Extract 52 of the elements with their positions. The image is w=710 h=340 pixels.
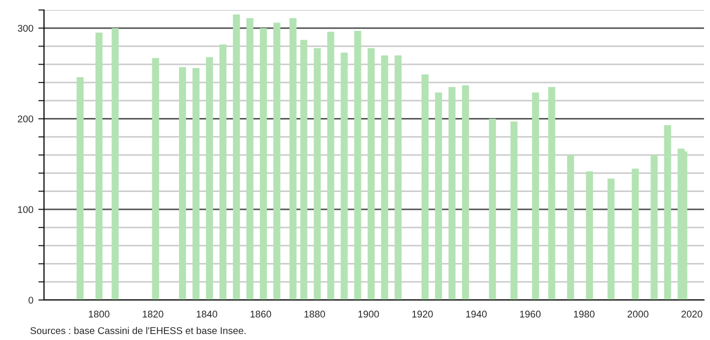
bar [260, 28, 267, 300]
bar [394, 55, 402, 300]
bar [422, 74, 429, 300]
x-tick-label: 1940 [466, 310, 487, 318]
bar [435, 92, 442, 300]
bar [273, 22, 280, 300]
y-tick-label: 100 [18, 206, 34, 213]
bar [632, 168, 639, 300]
x-tick-label: 1840 [196, 310, 218, 318]
bar [314, 48, 321, 300]
bar [112, 28, 119, 300]
x-tick-label: 2020 [682, 310, 702, 318]
bar [219, 44, 226, 300]
bar [664, 125, 672, 300]
bar [462, 85, 469, 300]
bar [300, 40, 308, 300]
bar [95, 32, 102, 300]
bar [586, 171, 593, 300]
bar [608, 178, 615, 300]
bar [510, 121, 518, 300]
bar [368, 48, 375, 300]
x-tick-label: 2000 [628, 310, 648, 318]
source-note: Sources : base Cassini de l'EHESS et base Insee. [30, 326, 246, 334]
x-tick-label: 1900 [358, 310, 379, 318]
bar [340, 52, 348, 300]
bar [290, 18, 297, 300]
bar [152, 58, 160, 300]
bar [232, 14, 240, 300]
y-tick-label: 200 [18, 115, 34, 122]
y-tick-label: 300 [18, 24, 34, 32]
bar [448, 87, 456, 300]
bar [327, 32, 334, 300]
y-tick-label: 0 [28, 296, 34, 304]
x-tick-label: 1920 [412, 310, 433, 318]
bar [246, 18, 254, 300]
x-tick-label: 1860 [250, 310, 272, 318]
bar [192, 68, 200, 300]
x-tick-label: 1980 [574, 310, 595, 318]
bar [206, 57, 213, 300]
x-tick-label: 1820 [142, 310, 164, 318]
bar [532, 92, 540, 300]
bar [354, 30, 362, 300]
x-tick-label: 1960 [520, 310, 541, 318]
x-tick-label: 1880 [304, 310, 326, 318]
bar [381, 55, 388, 300]
bar [76, 77, 84, 300]
bar [548, 87, 556, 300]
bar [567, 155, 574, 300]
bar [650, 155, 658, 300]
bar [179, 67, 186, 300]
bar [488, 118, 496, 300]
x-tick-label: 1800 [88, 310, 110, 318]
